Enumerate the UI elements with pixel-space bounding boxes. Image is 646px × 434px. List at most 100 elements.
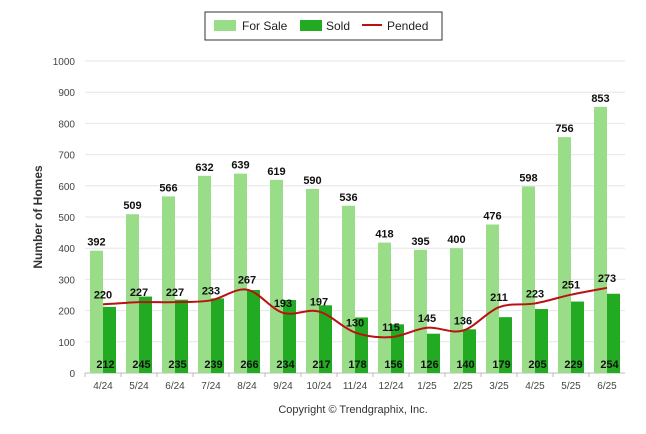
pended-value-12-24: 115 [382,322,400,334]
sold-value-1-25: 126 [420,359,438,371]
sold-bar-8-24 [247,290,260,373]
for-sale-value-6-25: 853 [591,93,609,105]
for-sale-bar-2-25 [450,248,463,373]
for-sale-value-3-25: 476 [483,210,501,222]
for-sale-value-9-24: 619 [267,166,285,178]
sold-bar-1-25 [427,333,440,373]
x-tick-label-8-24: 8/24 [237,381,257,392]
sold-bar-7-24 [211,298,224,373]
pended-value-9-24: 193 [274,298,292,310]
for-sale-value-4-24: 392 [87,237,105,249]
pended-line [102,286,608,339]
pended-value-1-25: 145 [418,313,436,325]
sold-bar-5-24 [139,296,152,373]
for-sale-value-5-25: 756 [555,123,573,135]
x-tick-label-7-24: 7/24 [201,381,221,392]
for-sale-bar-6-24 [162,196,175,373]
x-tick-label-2-25: 2/25 [453,381,473,392]
y-axis-title: Number of Homes [31,165,45,269]
sold-bar-2-25 [463,329,476,373]
x-tick-label-5-25: 5/25 [561,381,581,392]
for-sale-value-1-25: 395 [411,236,429,248]
pended-value-7-24: 233 [202,285,220,297]
for-sale-bar-1-25 [414,249,427,373]
sold-value-5-25: 229 [564,359,582,371]
for-sale-value-8-24: 639 [231,160,249,172]
for-sale-value-10-24: 590 [303,175,321,187]
for-sale-bar-3-25 [486,224,499,373]
x-tick-label-12-24: 12/24 [378,381,403,392]
pended-value-3-25: 211 [490,292,508,304]
sold-bar-6-24 [175,299,188,373]
legend-label-pended: Pended [387,19,428,33]
sold-value-12-24: 156 [384,359,402,371]
x-axis-ticks: 4/24 5/24 6/24 7/24 8/24 9/24 10/24 11/24 12/24 1… [84,373,617,392]
y-tick-label-0: 0 [69,369,75,380]
x-tick-label-4-25: 4/25 [525,381,545,392]
for-sale-bar-4-25 [522,186,535,373]
sold-value-5-24: 245 [132,359,150,371]
y-tick-label-500: 500 [58,213,75,224]
pended-value-5-24: 227 [130,287,148,299]
for-sale-bar-5-25 [558,137,571,373]
x-tick-label-3-25: 3/25 [489,381,509,392]
sold-value-11-24: 178 [348,359,366,371]
x-tick-label-4-24: 4/24 [93,381,113,392]
y-axis-ticks: 0 100 200 300 400 500 600 700 800 900 1000 [53,57,76,380]
for-sale-bar-11-24 [342,205,355,373]
x-tick-label-6-25: 6/25 [597,381,617,392]
legend-swatch-for-sale [214,20,236,31]
for-sale-value-7-24: 632 [195,162,213,174]
pended-value-10-24: 197 [310,297,328,309]
for-sale-bar-12-24 [378,242,391,373]
for-sale-value-2-25: 400 [447,234,465,246]
pended-value-8-24: 267 [238,275,256,287]
y-tick-label-800: 800 [58,119,75,130]
sold-bar-10-24 [319,305,332,373]
sold-value-9-24: 234 [276,359,295,371]
sold-bar-3-25 [499,317,512,373]
copyright-credit: Copyright © Trendgraphix, Inc. [278,404,427,416]
y-tick-label-600: 600 [58,182,75,193]
pended-value-11-24: 130 [346,317,364,329]
x-tick-label-6-24: 6/24 [165,381,185,392]
for-sale-bar-8-24 [234,173,247,373]
sold-value-4-24: 212 [96,359,114,371]
sold-value-8-24: 266 [240,359,258,371]
sold-bar-9-24 [283,299,296,373]
y-tick-label-100: 100 [58,338,75,349]
sold-value-7-24: 239 [204,359,222,371]
legend-box [204,11,443,41]
for-sale-value-11-24: 536 [339,192,357,204]
pended-value-4-25: 223 [526,288,544,300]
pended-value-6-25: 273 [598,273,616,285]
sold-value-6-24: 235 [168,359,186,371]
sold-bar-11-24 [355,317,368,373]
pended-value-2-25: 136 [454,316,472,328]
legend-swatch-sold [300,20,322,31]
bars [90,106,620,373]
x-tick-label-9-24: 9/24 [273,381,293,392]
sold-bar-5-25 [571,301,584,373]
sold-bar-4-25 [535,309,548,373]
for-sale-value-4-25: 598 [519,172,537,184]
sold-value-6-25: 254 [600,359,619,371]
sold-bar-4-24 [103,306,116,373]
data-labels: 392 212 509 245 566 235 632 239 639 266 619 234 590 2… [87,93,619,371]
y-tick-label-200: 200 [58,307,75,318]
x-tick-label-11-24: 11/24 [343,381,368,392]
pended-value-4-24: 220 [94,289,112,301]
for-sale-value-5-24: 509 [123,200,141,212]
legend-label-sold: Sold [326,19,350,33]
pended-line-layer [102,286,608,339]
for-sale-bar-10-24 [306,188,319,373]
pended-value-5-25: 251 [562,280,580,292]
y-tick-label-900: 900 [58,88,75,99]
for-sale-value-6-24: 566 [159,182,177,194]
sold-value-3-25: 179 [492,359,510,371]
x-tick-label-10-24: 10/24 [306,381,331,392]
for-sale-value-12-24: 418 [375,229,393,241]
y-tick-label-1000: 1000 [53,57,76,68]
